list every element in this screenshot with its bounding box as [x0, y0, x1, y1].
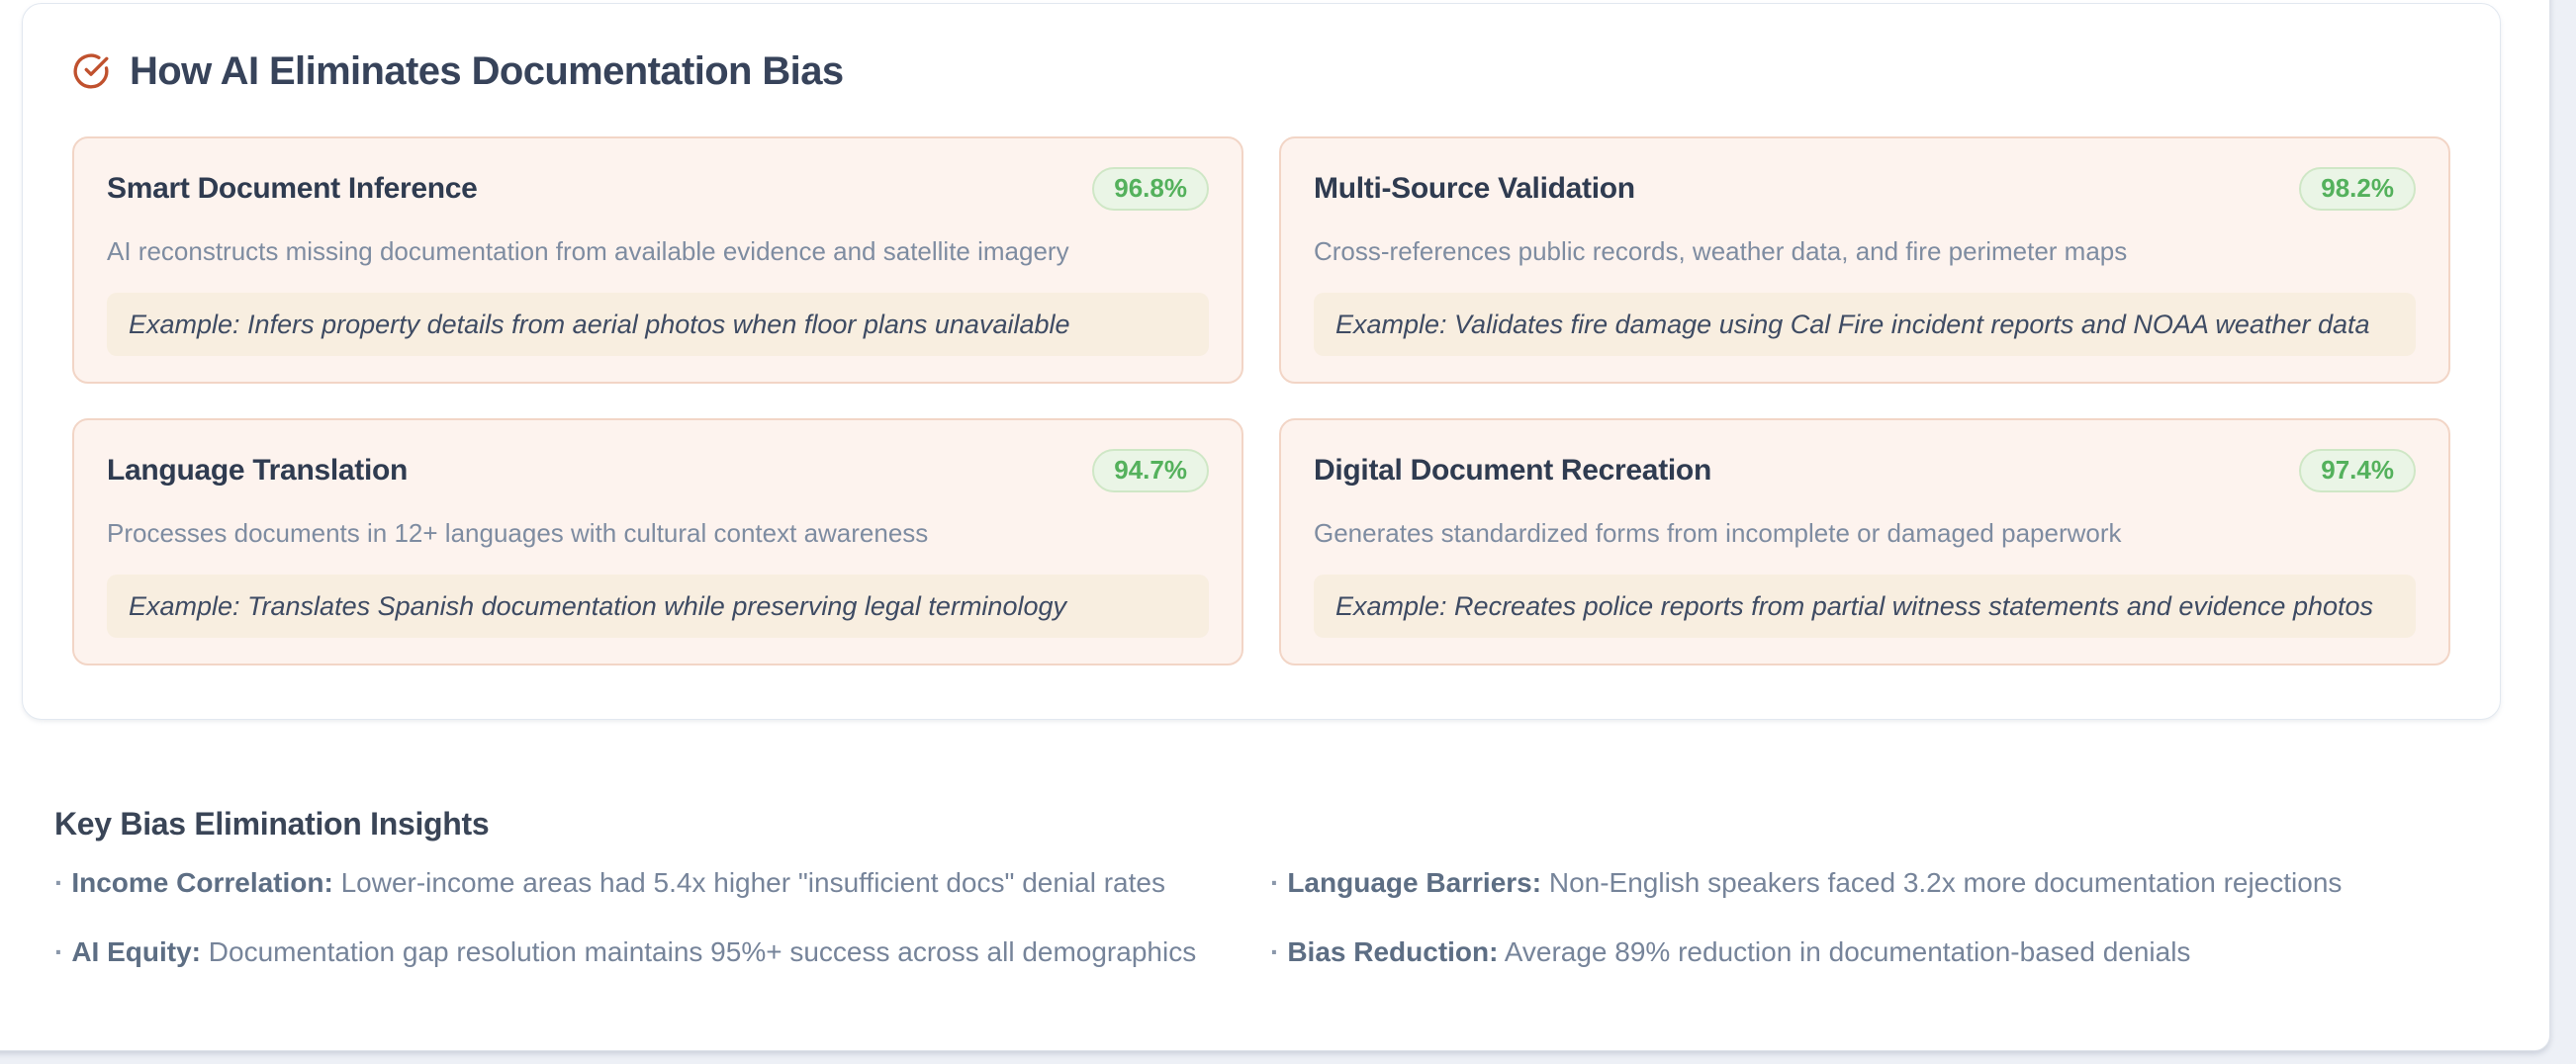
- insight-label: AI Equity:: [71, 936, 201, 967]
- accuracy-badge: 98.2%: [2299, 167, 2416, 211]
- insight-text: Lower-income areas had 5.4x higher "insu…: [340, 867, 1165, 898]
- card-example: Example: Infers property details from ae…: [107, 293, 1209, 356]
- insight-label: Income Correlation:: [71, 867, 333, 898]
- accuracy-badge: 96.8%: [1092, 167, 1209, 211]
- card-example: Example: Translates Spanish documentatio…: [107, 575, 1209, 638]
- card-example: Example: Validates fire damage using Cal…: [1314, 293, 2416, 356]
- insight-label: Bias Reduction:: [1287, 936, 1499, 967]
- card-title: Language Translation: [107, 454, 409, 487]
- check-circle-icon: [72, 52, 110, 90]
- card-language-translation: Language Translation 94.7% Processes doc…: [72, 418, 1243, 665]
- panel-header: How AI Eliminates Documentation Bias: [72, 45, 2450, 97]
- card-title: Smart Document Inference: [107, 172, 478, 205]
- ai-bias-panel: How AI Eliminates Documentation Bias Sma…: [22, 3, 2501, 720]
- card-title-row: Multi-Source Validation 98.2%: [1314, 167, 2416, 211]
- card-smart-document-inference: Smart Document Inference 96.8% AI recons…: [72, 136, 1243, 384]
- panel-title: How AI Eliminates Documentation Bias: [130, 48, 844, 93]
- card-example: Example: Recreates police reports from p…: [1314, 575, 2416, 638]
- insight-text: Documentation gap resolution maintains 9…: [208, 936, 1197, 967]
- insight-label: Language Barriers:: [1287, 867, 1542, 898]
- bullet-dot: ·: [1270, 936, 1280, 967]
- insight-text: Average 89% reduction in documentation-b…: [1504, 936, 2191, 967]
- card-title: Multi-Source Validation: [1314, 172, 1635, 205]
- insight-ai-equity: · AI Equity: Documentation gap resolution…: [54, 937, 1270, 967]
- bullet-dot: ·: [1270, 867, 1280, 898]
- card-description: AI reconstructs missing documentation fr…: [107, 236, 1069, 266]
- insight-text: Non-English speakers faced 3.2x more doc…: [1548, 867, 2343, 898]
- insights-section: Key Bias Elimination Insights · Income Co…: [54, 803, 2498, 967]
- insight-income-correlation: · Income Correlation: Lower-income areas …: [54, 868, 1270, 898]
- insight-bias-reduction: · Bias Reduction: Average 89% reduction i…: [1270, 937, 2498, 967]
- card-description: Generates standardized forms from incomp…: [1314, 518, 2122, 548]
- insight-language-barriers: · Language Barriers: Non-English speakers…: [1270, 868, 2498, 898]
- card-description: Processes documents in 12+ languages wit…: [107, 518, 929, 548]
- bullet-dot: ·: [54, 936, 64, 967]
- card-title: Digital Document Recreation: [1314, 454, 1711, 487]
- accuracy-badge: 94.7%: [1092, 449, 1209, 492]
- insights-title: Key Bias Elimination Insights: [54, 806, 490, 842]
- insights-grid: · Income Correlation: Lower-income areas …: [54, 868, 2498, 967]
- capability-cards-grid: Smart Document Inference 96.8% AI recons…: [72, 136, 2450, 665]
- card-description: Cross-references public records, weather…: [1314, 236, 2128, 266]
- accuracy-badge: 97.4%: [2299, 449, 2416, 492]
- card-multi-source-validation: Multi-Source Validation 98.2% Cross-refe…: [1279, 136, 2450, 384]
- card-title-row: Digital Document Recreation 97.4%: [1314, 449, 2416, 492]
- card-title-row: Language Translation 94.7%: [107, 449, 1209, 492]
- bullet-dot: ·: [54, 867, 64, 898]
- card-title-row: Smart Document Inference 96.8%: [107, 167, 1209, 211]
- card-digital-document-recreation: Digital Document Recreation 97.4% Genera…: [1279, 418, 2450, 665]
